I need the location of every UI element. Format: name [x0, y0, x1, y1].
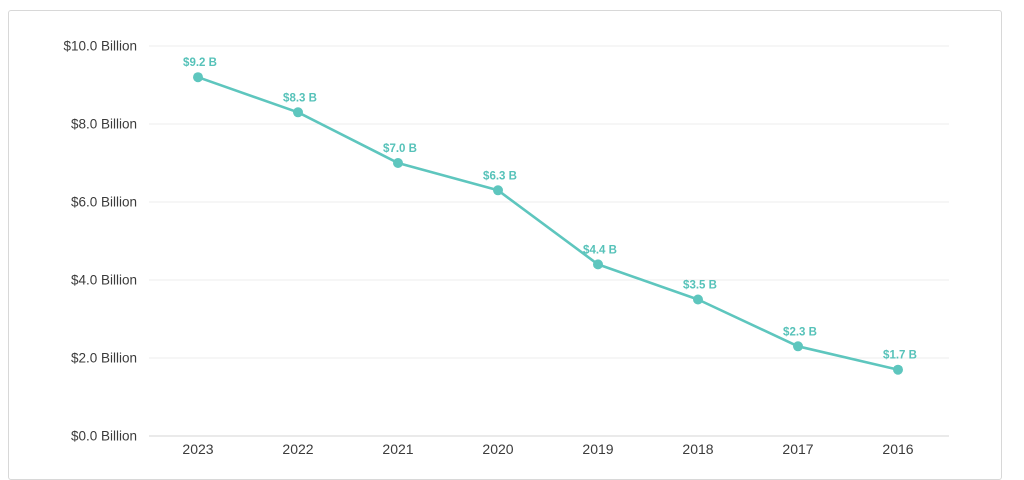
x-axis-tick-label: 2021: [382, 441, 413, 457]
x-axis-tick-label: 2018: [682, 441, 713, 457]
data-point-label: $9.2 B: [183, 57, 217, 69]
y-axis-tick-label: $6.0 Billion: [71, 195, 137, 210]
chart-card: $0.0 Billion $2.0 Billion $4.0 Billion $6.0…: [8, 10, 1002, 480]
data-point: [293, 107, 303, 118]
y-axis-tick-label: $0.0 Billion: [71, 429, 137, 444]
data-point: [393, 158, 403, 168]
data-point-label: $7.0 B: [383, 143, 417, 155]
x-axis-tick-label: 2022: [282, 441, 313, 457]
data-point-label: $2.3 B: [783, 326, 817, 338]
y-axis-tick-label: $10.0 Billion: [63, 39, 137, 54]
data-point-label: $6.3 B: [483, 170, 517, 182]
data-point-label: $3.5 B: [683, 280, 717, 292]
x-axis-tick-label: 2020: [482, 441, 513, 457]
data-point: [193, 72, 203, 83]
y-axis-tick-label: $8.0 Billion: [71, 117, 137, 132]
data-line: [196, 75, 900, 372]
data-point-label: $8.3 B: [283, 92, 317, 104]
data-point: [593, 259, 603, 270]
data-point: [493, 185, 503, 196]
data-point: [793, 341, 803, 352]
x-axis-tick-label: 2019: [582, 441, 613, 457]
data-point-label: $4.4 B: [583, 244, 617, 256]
data-point: [893, 364, 903, 375]
y-axis-tick-label: $2.0 Billion: [71, 351, 137, 366]
data-point: [693, 294, 703, 305]
data-point-label: $1.7 B: [883, 350, 917, 362]
x-axis-tick-label: 2016: [882, 441, 913, 457]
line-chart: $0.0 Billion $2.0 Billion $4.0 Billion $6.0…: [63, 39, 949, 457]
x-axis-tick-label: 2017: [782, 441, 813, 457]
x-axis-tick-label: 2023: [182, 441, 213, 457]
y-axis-tick-label: $4.0 Billion: [71, 273, 137, 288]
